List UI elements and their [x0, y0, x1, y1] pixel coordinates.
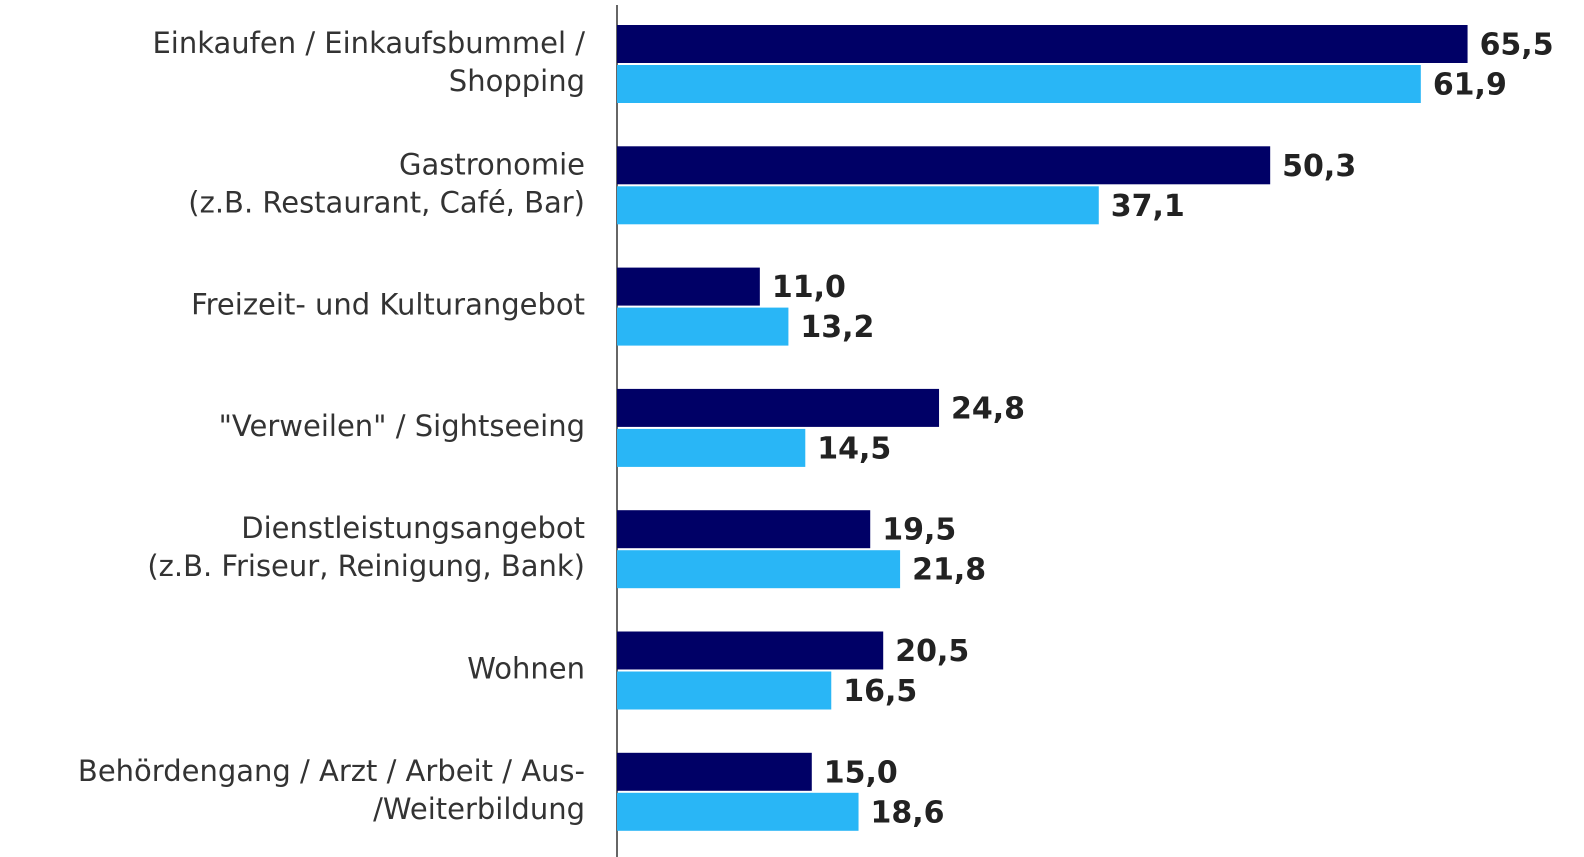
- bar: [617, 792, 859, 831]
- value-label: 18,6: [871, 795, 945, 830]
- value-label: 19,5: [882, 513, 956, 548]
- category-line: Dienstleistungsangebot: [241, 511, 585, 545]
- category-label: Einkaufen / Einkaufsbummel / Shopping: [152, 26, 585, 98]
- category-line: Freizeit- und Kulturangebot: [191, 288, 585, 322]
- bar: [617, 307, 789, 346]
- value-label: 21,8: [912, 553, 986, 588]
- value-label: 11,0: [772, 270, 846, 305]
- value-label: 24,8: [951, 391, 1025, 426]
- category-line: (z.B. Friseur, Reinigung, Bank): [147, 549, 585, 583]
- category-label: Wohnen: [467, 652, 585, 686]
- category-label: Freizeit- und Kulturangebot: [191, 288, 585, 322]
- value-label: 13,2: [800, 310, 874, 345]
- bar: [617, 550, 901, 589]
- value-label: 20,5: [895, 634, 969, 669]
- bar: [617, 428, 806, 467]
- value-label: 16,5: [843, 674, 917, 709]
- bar: [617, 267, 760, 306]
- category-line: Behördengang / Arzt / Arbeit / Aus-: [78, 754, 585, 788]
- bar: [617, 671, 832, 710]
- bar: [617, 752, 812, 791]
- bar: [617, 65, 1421, 103]
- category-label: Dienstleistungsangebot (z.B. Friseur, Rei…: [147, 511, 585, 583]
- category-line: Shopping: [449, 64, 585, 98]
- value-label: 65,5: [1480, 28, 1554, 63]
- category-line: "Verweilen" / Sightseeing: [219, 409, 585, 443]
- category-label: "Verweilen" / Sightseeing: [219, 409, 585, 443]
- value-label: 50,3: [1282, 149, 1356, 184]
- bar: [617, 631, 884, 670]
- category-line: Wohnen: [467, 652, 585, 686]
- category-line: (z.B. Restaurant, Café, Bar): [188, 185, 585, 219]
- bar: [617, 388, 940, 427]
- category-line: Gastronomie: [399, 147, 585, 181]
- value-label: 37,1: [1111, 189, 1185, 224]
- category-line: /Weiterbildung: [373, 792, 585, 826]
- category-label: Behördengang / Arzt / Arbeit / Aus- /Weit…: [78, 754, 585, 826]
- bar: [617, 186, 1099, 225]
- bar: [617, 146, 1271, 185]
- bar: [617, 25, 1468, 63]
- value-label: 61,9: [1433, 68, 1507, 103]
- category-label: Gastronomie (z.B. Restaurant, Café, Bar): [188, 147, 585, 219]
- value-label: 14,5: [817, 431, 891, 466]
- value-label: 15,0: [824, 755, 898, 790]
- bar: [617, 510, 871, 549]
- category-line: Einkaufen / Einkaufsbummel /: [152, 26, 585, 60]
